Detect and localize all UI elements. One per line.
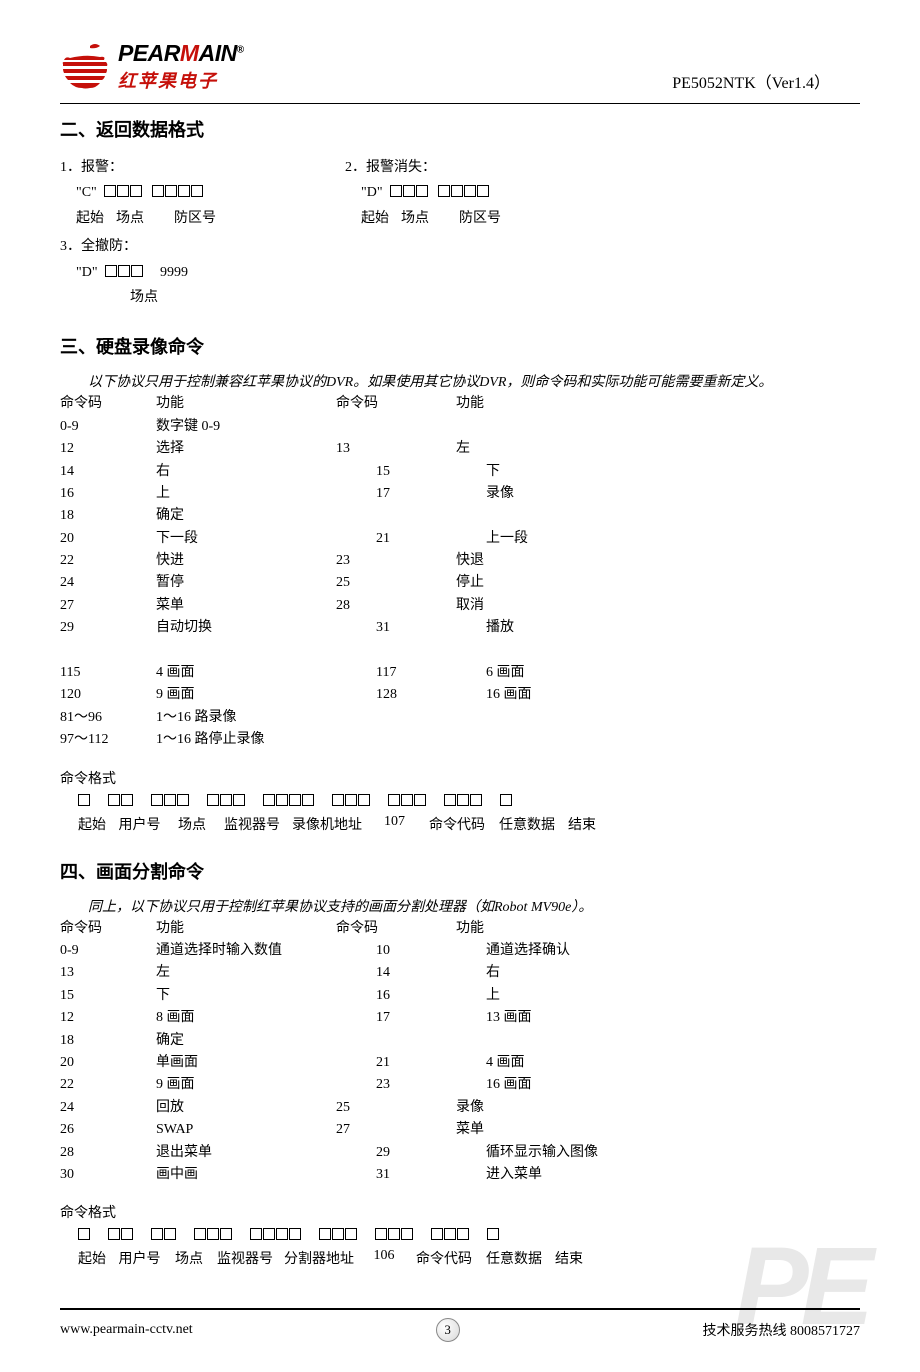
brand-latin: PEARMAIN®	[118, 40, 244, 67]
alarm-item-2: 2．报警消失： "D" 起始场点防区号	[345, 154, 501, 233]
section-3-title: 三、硬盘录像命令	[60, 333, 860, 359]
table-row: 26SWAP27菜单	[60, 1119, 860, 1141]
alarm-item-1: 1．报警： "C" 起始场点防区号	[60, 154, 345, 233]
table-row: 15下16上	[60, 985, 860, 1007]
footer-url: www.pearmain-cctv.net	[60, 1322, 193, 1338]
table-row: 27菜单28取消	[60, 595, 860, 617]
table-row: 20下一段21上一段	[60, 528, 860, 550]
table-row: 20单画面214 画面	[60, 1052, 860, 1074]
model-version: PE5052NTK（Ver1.4）	[672, 69, 860, 93]
table-row: 28退出菜单29循环显示输入图像	[60, 1142, 860, 1164]
section-3-note: 以下协议只用于控制兼容红苹果协议的DVR。如果使用其它协议DVR，则命令码和实际…	[60, 371, 860, 391]
table-row: 128 画面1713 画面	[60, 1007, 860, 1029]
table-row: 0-9数字键 0-9	[60, 416, 860, 438]
table-row: 18确定	[60, 505, 860, 527]
dvr-command-format: 命令格式 起始用户号场点监视器号录像机地址107命令代码任意数据结束	[60, 768, 860, 834]
page-number: 3	[436, 1318, 460, 1342]
section-4-note: 同上，以下协议只用于控制红苹果协议支持的画面分割处理器（如Robot MV90e…	[60, 896, 860, 916]
brand-cn: 红苹果电子	[118, 67, 244, 93]
table-row: 24暂停25停止	[60, 572, 860, 594]
split-command-format: 命令格式 起始用户号场点监视器号分割器地址106命令代码任意数据结束	[60, 1202, 860, 1268]
table-row: 30画中画31进入菜单	[60, 1164, 860, 1186]
alarm-item-3: 3．全撤防： "D" 9999 场点	[60, 236, 860, 309]
table-row: 29自动切换31播放	[60, 617, 860, 639]
table-row: 81～961～16 路录像	[60, 707, 860, 729]
header-divider	[60, 103, 860, 104]
table-row: 13左14右	[60, 962, 860, 984]
apple-logo-icon	[60, 42, 112, 92]
table-row: 16上17录像	[60, 483, 860, 505]
table-row: 0-9通道选择时输入数值10通道选择确认	[60, 940, 860, 962]
table-row: 97～1121～16 路停止录像	[60, 729, 860, 751]
table-row: 12选择13左	[60, 438, 860, 460]
table-row: 229 画面2316 画面	[60, 1074, 860, 1096]
table-row: 1209 画面12816 画面	[60, 684, 860, 706]
section-4-title: 四、画面分割命令	[60, 858, 860, 884]
split-command-table: 命令码 功能 命令码 功能 0-9通道选择时输入数值10通道选择确认13左14右…	[60, 918, 860, 1187]
footer-hotline: 技术服务热线 8008571727	[703, 1320, 861, 1340]
dvr-command-table: 命令码 功能 命令码 功能 0-9数字键 0-912选择13左14右15下16上…	[60, 393, 860, 751]
logo: PEARMAIN® 红苹果电子	[60, 40, 244, 93]
table-row: 14右15下	[60, 461, 860, 483]
table-row: 22快进23快退	[60, 550, 860, 572]
table-row: 24回放25录像	[60, 1097, 860, 1119]
table-row: 1154 画面1176 画面	[60, 662, 860, 684]
table-row: 18确定	[60, 1030, 860, 1052]
page-footer: www.pearmain-cctv.net 3 技术服务热线 800857172…	[60, 1308, 860, 1342]
section-2-title: 二、返回数据格式	[60, 116, 860, 142]
table-row	[60, 640, 860, 662]
page-header: PEARMAIN® 红苹果电子 PE5052NTK（Ver1.4）	[60, 40, 860, 93]
